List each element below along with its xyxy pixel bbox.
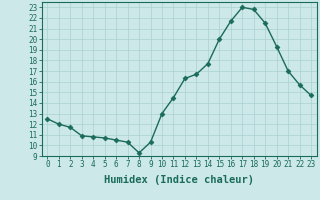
X-axis label: Humidex (Indice chaleur): Humidex (Indice chaleur) [104, 175, 254, 185]
